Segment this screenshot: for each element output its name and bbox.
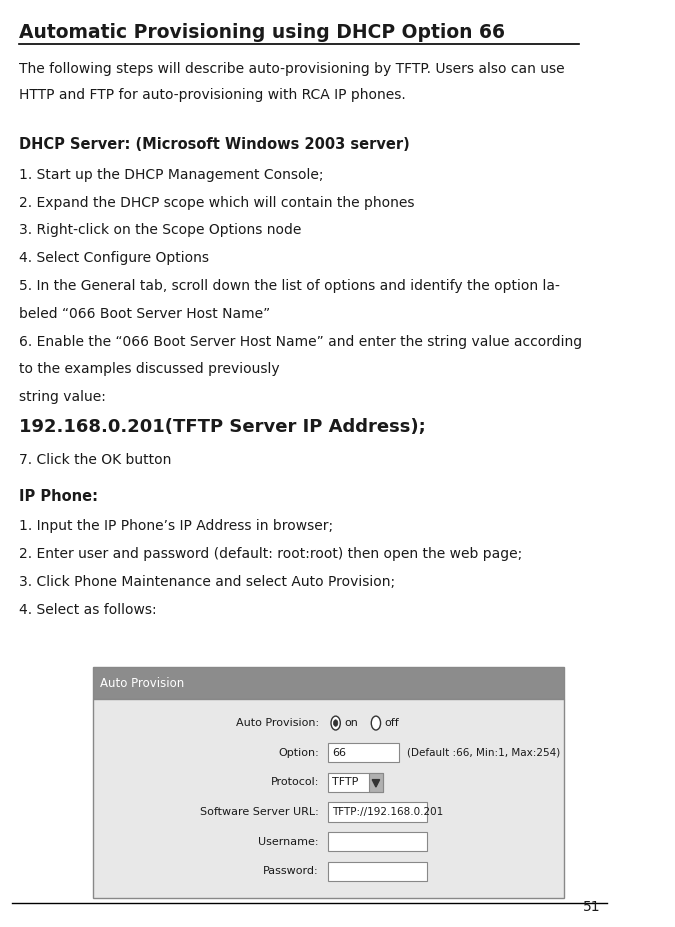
Text: Password:: Password:	[263, 867, 319, 876]
FancyBboxPatch shape	[328, 862, 427, 882]
FancyBboxPatch shape	[328, 803, 427, 822]
Text: HTTP and FTP for auto-provisioning with RCA IP phones.: HTTP and FTP for auto-provisioning with …	[19, 88, 405, 102]
Text: (Default :66, Min:1, Max:254): (Default :66, Min:1, Max:254)	[407, 748, 560, 757]
Text: Auto Provision:: Auto Provision:	[236, 718, 319, 728]
Text: 2. Enter user and password (default: root:root) then open the web page;: 2. Enter user and password (default: roo…	[19, 547, 522, 561]
Text: beled “066 Boot Server Host Name”: beled “066 Boot Server Host Name”	[19, 307, 270, 321]
Text: 7. Click the OK button: 7. Click the OK button	[19, 453, 171, 467]
Text: Protocol:: Protocol:	[271, 778, 319, 787]
Text: 192.168.0.201(TFTP Server IP Address);: 192.168.0.201(TFTP Server IP Address);	[19, 418, 425, 436]
Text: 5. In the General tab, scroll down the list of options and identify the option l: 5. In the General tab, scroll down the l…	[19, 279, 560, 293]
Text: DHCP Server: (Microsoft Windows 2003 server): DHCP Server: (Microsoft Windows 2003 ser…	[19, 137, 409, 152]
Polygon shape	[372, 780, 379, 787]
Text: 51: 51	[583, 900, 601, 914]
Text: 1. Start up the DHCP Management Console;: 1. Start up the DHCP Management Console;	[19, 168, 323, 182]
Text: off: off	[385, 718, 400, 728]
FancyBboxPatch shape	[328, 743, 400, 763]
Text: TFTP: TFTP	[332, 778, 358, 787]
Text: to the examples discussed previously: to the examples discussed previously	[19, 362, 279, 376]
Circle shape	[333, 720, 338, 727]
Text: 2. Expand the DHCP scope which will contain the phones: 2. Expand the DHCP scope which will cont…	[19, 196, 414, 210]
Text: on: on	[344, 718, 358, 728]
Text: 3. Right-click on the Scope Options node: 3. Right-click on the Scope Options node	[19, 223, 301, 237]
Text: Software Server URL:: Software Server URL:	[200, 807, 319, 817]
Text: TFTP://192.168.0.201: TFTP://192.168.0.201	[332, 807, 443, 817]
FancyBboxPatch shape	[328, 773, 383, 793]
FancyBboxPatch shape	[93, 667, 564, 699]
Text: 6. Enable the “066 Boot Server Host Name” and enter the string value according: 6. Enable the “066 Boot Server Host Name…	[19, 335, 582, 349]
Text: 4. Select as follows:: 4. Select as follows:	[19, 603, 156, 616]
Text: Option:: Option:	[278, 748, 319, 757]
Text: string value:: string value:	[19, 390, 105, 404]
Circle shape	[371, 717, 381, 730]
Text: 1. Input the IP Phone’s IP Address in browser;: 1. Input the IP Phone’s IP Address in br…	[19, 519, 333, 533]
Text: Auto Provision: Auto Provision	[101, 677, 184, 690]
Circle shape	[331, 717, 340, 730]
Text: Username:: Username:	[259, 837, 319, 846]
Text: The following steps will describe auto-provisioning by TFTP. Users also can use: The following steps will describe auto-p…	[19, 62, 564, 76]
Text: IP Phone:: IP Phone:	[19, 489, 98, 503]
Text: Automatic Provisioning using DHCP Option 66: Automatic Provisioning using DHCP Option…	[19, 23, 505, 42]
Text: 3. Click Phone Maintenance and select Auto Provision;: 3. Click Phone Maintenance and select Au…	[19, 575, 395, 589]
FancyBboxPatch shape	[328, 832, 427, 852]
FancyBboxPatch shape	[369, 773, 383, 793]
Text: 4. Select Configure Options: 4. Select Configure Options	[19, 251, 209, 265]
Text: 66: 66	[332, 748, 346, 757]
FancyBboxPatch shape	[93, 699, 564, 898]
